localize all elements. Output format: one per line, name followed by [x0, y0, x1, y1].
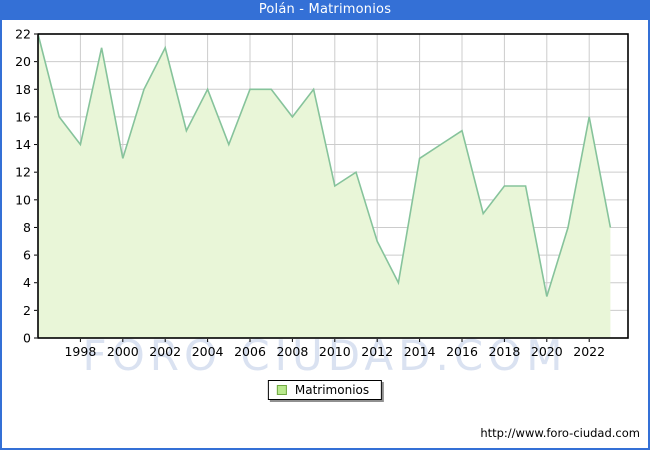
svg-text:18: 18: [15, 82, 31, 97]
svg-text:2006: 2006: [234, 344, 266, 359]
svg-text:0: 0: [23, 331, 31, 346]
svg-text:2018: 2018: [488, 344, 520, 359]
svg-text:2014: 2014: [404, 344, 436, 359]
chart-title: Polán - Matrimonios: [258, 2, 392, 17]
svg-text:2010: 2010: [319, 344, 351, 359]
svg-text:2: 2: [23, 303, 31, 318]
svg-text:2020: 2020: [531, 344, 563, 359]
svg-text:2000: 2000: [107, 344, 139, 359]
svg-text:12: 12: [15, 165, 31, 180]
svg-text:10: 10: [15, 192, 31, 207]
legend-color-swatch-icon: [276, 385, 287, 395]
svg-text:2022: 2022: [573, 344, 605, 359]
svg-text:20: 20: [15, 54, 31, 69]
svg-text:1998: 1998: [64, 344, 96, 359]
footer-url: http://www.foro-ciudad.com: [480, 426, 640, 440]
svg-text:22: 22: [15, 27, 31, 42]
svg-text:6: 6: [23, 248, 31, 263]
svg-text:2012: 2012: [361, 344, 393, 359]
svg-text:2008: 2008: [276, 344, 308, 359]
svg-text:8: 8: [23, 220, 31, 235]
svg-text:2002: 2002: [149, 344, 181, 359]
svg-text:16: 16: [15, 109, 31, 124]
svg-text:2004: 2004: [192, 344, 224, 359]
legend-series-label: Matrimonios: [294, 383, 370, 397]
svg-text:14: 14: [15, 137, 31, 152]
svg-text:4: 4: [23, 275, 31, 290]
title-bar: Polán - Matrimonios: [2, 2, 648, 20]
watermark: FORO CIUDAD.COM: [82, 331, 568, 380]
svg-text:2016: 2016: [446, 344, 478, 359]
legend: Matrimonios: [267, 380, 383, 400]
